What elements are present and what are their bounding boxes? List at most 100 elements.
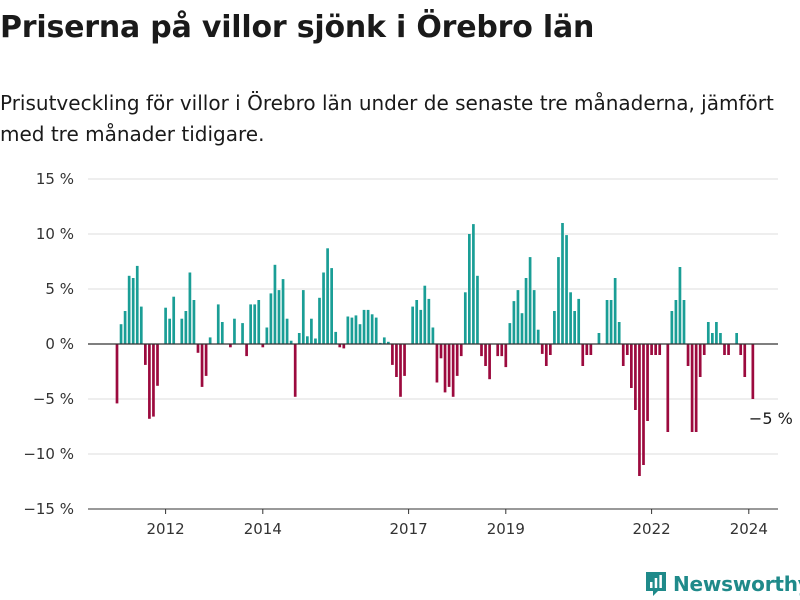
bar bbox=[577, 298, 581, 344]
chart-title: Priserna på villor sjönk i Örebro län bbox=[0, 10, 595, 45]
bar bbox=[617, 322, 621, 344]
bar bbox=[553, 311, 556, 344]
latest-value-label: −5 % bbox=[749, 409, 793, 428]
bar bbox=[646, 344, 649, 421]
bar bbox=[350, 317, 354, 344]
bar bbox=[459, 344, 463, 357]
bar bbox=[139, 306, 143, 344]
bar bbox=[609, 300, 613, 344]
bar bbox=[686, 344, 690, 366]
bar bbox=[658, 344, 662, 355]
bar bbox=[334, 331, 338, 344]
bar bbox=[281, 279, 285, 344]
bar bbox=[557, 257, 560, 344]
bar bbox=[229, 344, 232, 348]
bar bbox=[435, 344, 439, 383]
bar bbox=[123, 311, 127, 344]
bar bbox=[520, 313, 524, 344]
bar bbox=[735, 333, 738, 344]
bar bbox=[597, 333, 601, 344]
bar bbox=[512, 301, 516, 344]
bar bbox=[743, 344, 747, 377]
bar bbox=[346, 316, 350, 344]
bar bbox=[638, 344, 641, 476]
bar bbox=[702, 344, 706, 355]
bar bbox=[581, 344, 585, 366]
bar bbox=[387, 341, 390, 344]
bar bbox=[338, 344, 342, 348]
bar bbox=[508, 323, 512, 344]
bar bbox=[451, 344, 455, 397]
bar bbox=[605, 300, 609, 344]
bar bbox=[144, 344, 147, 365]
bar bbox=[257, 300, 261, 344]
bar bbox=[625, 344, 629, 355]
x-tick-label: 2024 bbox=[730, 520, 768, 535]
bar bbox=[585, 344, 589, 355]
bar bbox=[411, 306, 414, 344]
bar bbox=[540, 344, 544, 354]
bar bbox=[573, 311, 576, 344]
bar bbox=[306, 336, 309, 344]
newsworthy-brand[interactable]: Newsworthy bbox=[645, 570, 800, 598]
bar bbox=[220, 322, 224, 344]
bar bbox=[249, 304, 252, 344]
bar bbox=[561, 223, 564, 344]
bar bbox=[366, 309, 370, 344]
bars bbox=[115, 223, 755, 476]
bar bbox=[127, 275, 131, 344]
x-tick-label: 2019 bbox=[487, 520, 525, 535]
bar bbox=[192, 300, 196, 344]
bar bbox=[184, 311, 188, 344]
bar bbox=[115, 344, 119, 404]
bar bbox=[245, 344, 248, 357]
bar bbox=[152, 344, 155, 417]
bar bbox=[500, 344, 504, 357]
bar bbox=[382, 337, 386, 344]
bar bbox=[472, 224, 475, 344]
y-tick-label: −10 % bbox=[23, 445, 74, 463]
bar bbox=[293, 344, 297, 397]
bar bbox=[273, 264, 277, 344]
bar bbox=[289, 340, 293, 344]
bar bbox=[630, 344, 633, 388]
bar bbox=[650, 344, 653, 355]
bar bbox=[322, 272, 325, 344]
bar bbox=[253, 304, 257, 344]
bar bbox=[310, 318, 313, 344]
bar bbox=[565, 235, 568, 344]
bar bbox=[621, 344, 625, 366]
bar bbox=[156, 344, 159, 386]
annotation: −5 % bbox=[749, 409, 793, 428]
x-axis: 2012 2014 2017 2019 2022 2024 bbox=[88, 343, 778, 535]
x-tick-label: 2012 bbox=[147, 520, 185, 535]
bar bbox=[148, 344, 151, 419]
bar bbox=[544, 344, 548, 366]
y-tick-label: 0 % bbox=[45, 335, 74, 353]
bar bbox=[654, 344, 657, 355]
bar bbox=[476, 275, 479, 344]
bar bbox=[711, 333, 714, 344]
bar bbox=[297, 333, 301, 344]
bar bbox=[719, 333, 722, 344]
bar bbox=[723, 344, 726, 355]
bar bbox=[468, 234, 471, 344]
bar bbox=[715, 322, 718, 344]
bar bbox=[180, 318, 184, 344]
bar bbox=[164, 307, 167, 344]
bar bbox=[318, 297, 321, 344]
bar bbox=[524, 278, 528, 344]
bar bbox=[196, 344, 200, 353]
bar bbox=[504, 344, 508, 368]
bar bbox=[131, 278, 135, 344]
bar bbox=[204, 344, 208, 376]
y-axis-labels: 15 % 10 % 5 % 0 % −5 % −10 % −15 % bbox=[23, 170, 74, 518]
bar bbox=[326, 248, 329, 344]
bar bbox=[447, 344, 451, 387]
bar bbox=[496, 344, 500, 357]
bar-chart: 15 %10 %5 %0 %−5 %−10 %−15 % 2012 2014 201… bbox=[23, 170, 793, 535]
bar bbox=[439, 344, 443, 359]
bar bbox=[443, 344, 447, 393]
bar bbox=[678, 267, 682, 344]
bar bbox=[172, 296, 176, 344]
